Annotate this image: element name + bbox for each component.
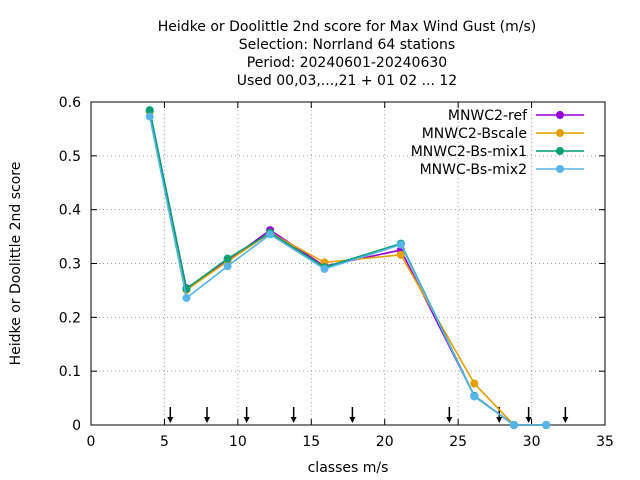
chart-title-line: Heidke or Doolittle 2nd score for Max Wi…: [158, 19, 536, 35]
data-point: [470, 392, 479, 401]
x-axis-label: classes m/s: [308, 460, 389, 476]
x-tick-label: 10: [229, 434, 247, 450]
y-tick-label: 0.1: [59, 364, 81, 380]
data-point: [266, 230, 275, 239]
data-point: [509, 421, 518, 429]
legend-marker: [556, 165, 564, 173]
chart-title: Heidke or Doolittle 2nd score for Max Wi…: [158, 19, 536, 89]
x-tick-label: 30: [523, 434, 541, 450]
data-point: [396, 250, 405, 259]
class-arrow-marker: [562, 407, 569, 423]
legend-item: MNWC-Bs-mix2: [420, 162, 584, 178]
grid-lines: [91, 102, 605, 425]
class-arrow-marker: [349, 407, 356, 423]
class-arrow-marker: [525, 407, 532, 423]
chart-title-line: Period: 20240601-20240630: [247, 55, 447, 71]
data-point: [470, 379, 479, 388]
legend-label: MNWC2-Bs-mix1: [411, 144, 527, 160]
legend: MNWC2-ref MNWC2-Bscale MNWC2-Bs-mix1 MNWC-B…: [411, 108, 584, 178]
chart-title-line: Selection: Norrland 64 stations: [239, 37, 455, 53]
y-tick-label: 0.3: [59, 257, 81, 273]
data-point: [223, 262, 232, 271]
legend-marker: [556, 111, 564, 119]
x-tick-label: 25: [449, 434, 467, 450]
x-tick-label: 35: [596, 434, 614, 450]
class-arrow-marker: [167, 407, 174, 423]
class-arrow-marker: [290, 407, 297, 423]
y-tick-label: 0.5: [59, 149, 81, 165]
y-axis-label: Heidke or Doolittle 2nd score: [8, 162, 24, 366]
data-point: [542, 421, 551, 429]
legend-label: MNWC2-ref: [448, 108, 528, 124]
x-tick-label: 0: [87, 434, 96, 450]
y-tick-label: 0.6: [59, 95, 81, 111]
chart-title-line: Used 00,03,...,21 + 01 02 ... 12: [237, 73, 457, 89]
legend-label: MNWC2-Bscale: [422, 126, 527, 142]
series-lines: [145, 106, 551, 429]
data-point: [182, 293, 191, 302]
legend-marker: [556, 147, 564, 155]
legend-marker: [556, 129, 564, 137]
class-arrow-marker: [243, 407, 250, 423]
data-point: [396, 240, 405, 249]
y-tick-label: 0.4: [59, 203, 81, 219]
data-point: [223, 254, 232, 263]
data-point: [145, 106, 154, 115]
axis-ticks: 0 5 10 15 20 25 30 35 0 0.1 0.2 0.3 0.4 0.5 0.6: [59, 95, 614, 450]
y-tick-label: 0.2: [59, 310, 81, 326]
data-point: [145, 112, 154, 121]
legend-label: MNWC-Bs-mix2: [420, 162, 527, 178]
legend-item: MNWC2-Bscale: [422, 126, 584, 142]
data-point: [320, 264, 329, 273]
y-tick-label: 0: [72, 418, 81, 434]
class-arrow-marker: [204, 407, 211, 423]
x-tick-label: 20: [376, 434, 394, 450]
series-mnwc-bs-mix2: [145, 112, 551, 429]
class-arrow-marker: [446, 407, 453, 423]
legend-item: MNWC2-Bs-mix1: [411, 144, 584, 160]
x-tick-label: 5: [160, 434, 169, 450]
legend-item: MNWC2-ref: [448, 108, 584, 124]
x-tick-label: 15: [302, 434, 320, 450]
